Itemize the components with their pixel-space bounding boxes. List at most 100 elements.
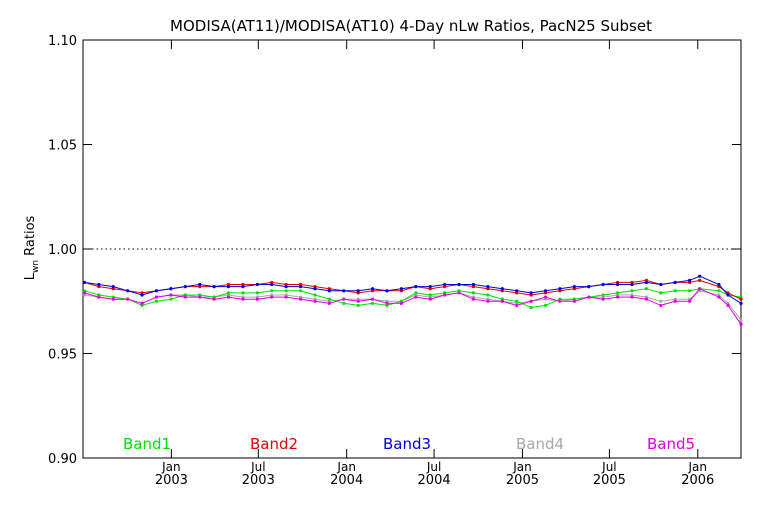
y-axis-label: Lwn Ratios — [23, 215, 41, 280]
data-point — [558, 287, 562, 291]
x-tick-label-month: Jan — [688, 460, 708, 474]
data-point — [414, 285, 418, 289]
data-point — [739, 297, 743, 301]
data-point — [327, 301, 331, 305]
data-point — [630, 282, 634, 287]
data-point — [659, 303, 663, 308]
data-point — [270, 282, 274, 287]
data-point — [399, 301, 404, 305]
series-line-band5 — [84, 288, 742, 325]
data-point — [486, 285, 490, 289]
x-tick-label-year: 2005 — [593, 473, 626, 488]
x-tick-label-year: 2006 — [681, 473, 714, 488]
y-tick-label: 0.95 — [48, 348, 77, 363]
data-point — [457, 282, 461, 287]
data-point — [255, 282, 259, 287]
x-tick-label-month: Jul — [250, 460, 265, 474]
data-point — [500, 287, 504, 291]
data-point — [327, 297, 331, 301]
data-point — [659, 282, 663, 287]
data-point — [615, 282, 620, 287]
data-point — [169, 297, 173, 301]
x-tick-label-year: 2004 — [418, 473, 451, 488]
data-point — [515, 299, 519, 303]
chart-title: MODISA(AT11)/MODISA(AT10) 4-Day nLw Rati… — [170, 17, 652, 35]
data-point — [298, 297, 303, 301]
data-point — [443, 282, 447, 287]
data-point — [644, 297, 648, 301]
data-point — [500, 299, 504, 303]
data-point — [111, 297, 115, 301]
data-point — [183, 285, 187, 289]
data-point — [126, 297, 130, 301]
data-point — [169, 287, 173, 291]
data-point — [688, 299, 692, 303]
data-point — [241, 291, 245, 295]
data-point — [726, 303, 730, 308]
data-point — [688, 289, 692, 293]
series-band5 — [82, 287, 743, 326]
data-point — [342, 297, 346, 301]
data-point — [356, 299, 360, 303]
data-point — [688, 278, 692, 282]
data-point — [644, 287, 648, 291]
data-point — [717, 289, 721, 293]
data-point — [428, 297, 432, 301]
data-point — [414, 291, 418, 295]
data-point — [270, 295, 274, 299]
data-point — [615, 291, 620, 295]
x-tick-label-year: 2003 — [242, 473, 275, 488]
data-point — [198, 282, 202, 287]
data-point — [126, 289, 130, 293]
series-band4 — [82, 289, 743, 322]
series-band2 — [82, 278, 743, 301]
data-point — [515, 303, 519, 308]
data-point — [543, 303, 548, 308]
data-point — [726, 293, 730, 297]
data-point — [399, 287, 404, 291]
data-point — [313, 299, 317, 303]
data-point — [543, 295, 548, 299]
data-point — [342, 289, 346, 293]
x-tick-label-year: 2003 — [155, 473, 188, 488]
data-point — [342, 301, 346, 305]
data-point — [486, 293, 490, 297]
data-point — [241, 285, 245, 289]
data-point — [630, 289, 634, 293]
x-tick-label-year: 2005 — [506, 473, 539, 488]
data-point — [298, 285, 303, 289]
data-point — [529, 305, 533, 310]
data-point — [154, 289, 159, 293]
y-tick-label: 1.00 — [48, 243, 77, 258]
data-point — [572, 285, 576, 289]
data-point — [97, 295, 101, 299]
y-tick-label: 0.90 — [48, 452, 77, 467]
data-point — [97, 282, 101, 287]
data-point — [428, 293, 432, 297]
data-point — [226, 291, 231, 295]
data-point — [270, 289, 274, 293]
data-point — [673, 280, 677, 285]
data-point — [356, 289, 360, 293]
data-point — [739, 301, 743, 305]
y-tick-label: 1.05 — [48, 139, 77, 154]
data-point — [241, 297, 245, 301]
data-point — [601, 297, 605, 301]
data-point — [371, 297, 375, 301]
data-point — [154, 295, 159, 299]
data-point — [698, 278, 702, 282]
x-tick-label-month: Jan — [336, 460, 356, 474]
data-point — [284, 295, 288, 299]
data-point — [313, 287, 317, 291]
data-point — [356, 303, 360, 308]
data-point — [529, 299, 533, 303]
data-point — [471, 291, 476, 295]
data-point — [313, 293, 317, 297]
data-point — [673, 299, 677, 303]
data-point — [371, 287, 375, 291]
data-point — [601, 293, 605, 297]
data-point — [255, 297, 259, 301]
data-point — [543, 289, 548, 293]
data-point — [644, 280, 648, 285]
